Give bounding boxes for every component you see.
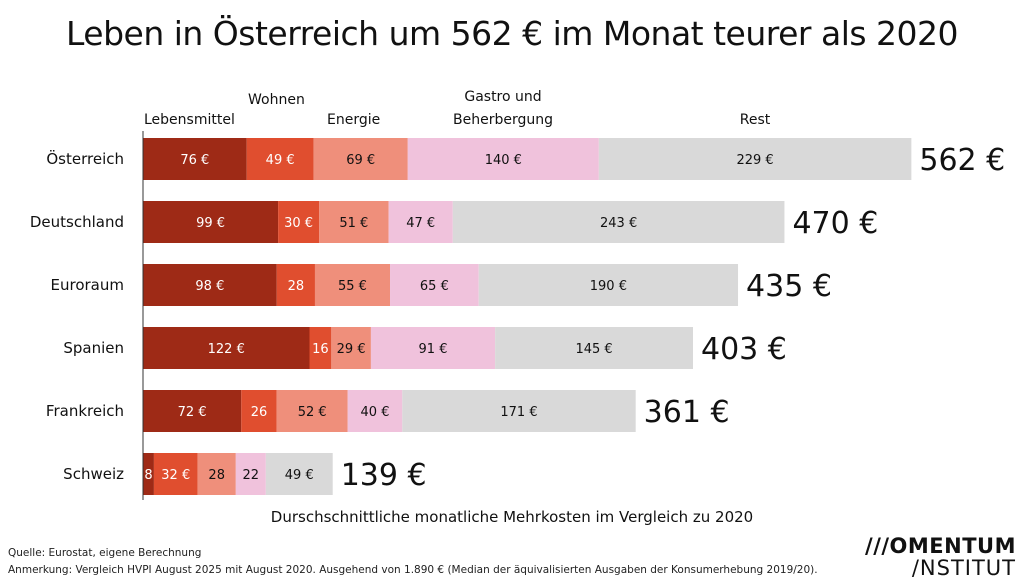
- segment-data-label: 76 €: [180, 153, 209, 168]
- row-label: Deutschland: [30, 213, 124, 231]
- bar-row: Österreich 76 € 49 € 69 € 140 € 229 € 562 €: [46, 138, 1005, 180]
- bar-segment: [370, 327, 496, 369]
- bar-segment: [478, 264, 739, 306]
- momentum-institut-logo: ///OMENTUM /NSTITUT: [865, 535, 1016, 579]
- segment-data-label: 229 €: [736, 153, 773, 168]
- segment-data-label: 145 €: [575, 342, 612, 357]
- bar-segment: [407, 138, 599, 180]
- bar-row: Schweiz 8 32 € 28 22 49 € 139 €: [63, 453, 427, 495]
- x-axis-label: Durschschnittliche monatliche Mehrkosten…: [270, 508, 754, 526]
- legend-label-rest: Rest: [740, 112, 771, 128]
- segment-data-label: 99 €: [196, 216, 225, 231]
- segment-data-label: 30 €: [284, 216, 313, 231]
- bar-segment: [452, 201, 785, 243]
- bar-segment: [276, 264, 315, 306]
- bar-segment: [197, 453, 236, 495]
- bar-segment: [598, 138, 912, 180]
- row-label: Österreich: [46, 149, 124, 168]
- bar-segment: [347, 390, 403, 432]
- row-label: Schweiz: [63, 465, 124, 483]
- bar-row: Spanien 122 € 16 29 € 91 € 145 € 403 €: [63, 327, 787, 369]
- bar-segment: [143, 138, 247, 180]
- segment-data-label: 51 €: [339, 216, 368, 231]
- bar-row: Frankreich 72 € 26 52 € 40 € 171 € 361 €: [46, 390, 730, 432]
- bar-segment: [153, 453, 198, 495]
- segment-data-label: 69 €: [346, 153, 375, 168]
- logo-line-2: /NSTITUT: [911, 556, 1016, 580]
- segment-data-label: 22: [243, 468, 260, 483]
- segment-data-label: 28: [288, 279, 305, 294]
- bar-segment: [265, 453, 333, 495]
- chart-title: Leben in Österreich um 562 € im Monat te…: [65, 14, 959, 53]
- legend-label-lebensmittel: Lebensmittel: [144, 112, 235, 128]
- bar-segment: [235, 453, 266, 495]
- bar-segment: [319, 201, 389, 243]
- bar-segment: [388, 201, 453, 243]
- bar-segment: [143, 201, 279, 243]
- segment-data-label: 52 €: [298, 405, 327, 420]
- segment-data-label: 190 €: [590, 279, 627, 294]
- legend-label-gastro-line1: Gastro und: [464, 89, 541, 105]
- bar-segment: [309, 327, 332, 369]
- segment-data-label: 26: [251, 405, 268, 420]
- bar-segment: [143, 390, 242, 432]
- bar-row: Deutschland 99 € 30 € 51 € 47 € 243 € 470 €: [30, 201, 878, 243]
- segment-data-label: 122 €: [208, 342, 245, 357]
- legend-label-gastro-line2: Beherbergung: [453, 112, 553, 128]
- row-label: Euroraum: [51, 276, 124, 294]
- source-note: Quelle: Eurostat, eigene Berechnung: [8, 547, 202, 559]
- segment-data-label: 32 €: [161, 468, 190, 483]
- row-label: Spanien: [63, 339, 124, 357]
- annotation-note: Anmerkung: Vergleich HVPI August 2025 mi…: [8, 564, 818, 576]
- segment-data-label: 49 €: [266, 153, 295, 168]
- total-label: 361 €: [644, 395, 730, 430]
- segment-data-label: 8: [144, 468, 152, 483]
- segment-data-label: 91 €: [419, 342, 448, 357]
- bar-segment: [314, 264, 391, 306]
- segment-data-label: 28: [208, 468, 225, 483]
- total-label: 435 €: [746, 269, 832, 304]
- bar-row: Euroraum 98 € 28 55 € 65 € 190 € 435 €: [51, 264, 832, 306]
- segment-data-label: 29 €: [337, 342, 366, 357]
- segment-data-label: 40 €: [361, 405, 390, 420]
- segment-data-label: 72 €: [178, 405, 207, 420]
- total-label: 139 €: [341, 458, 427, 493]
- segment-data-label: 171 €: [500, 405, 537, 420]
- category-labels: Lebensmittel Wohnen Energie Gastro und B…: [144, 89, 771, 128]
- bar-segment: [276, 390, 348, 432]
- bar-segment: [313, 138, 408, 180]
- segment-data-label: 140 €: [485, 153, 522, 168]
- total-label: 562 €: [919, 143, 1005, 178]
- bar-segment: [402, 390, 636, 432]
- segment-data-label: 243 €: [600, 216, 637, 231]
- bar-segment: [143, 327, 310, 369]
- legend-label-energie: Energie: [327, 112, 380, 128]
- legend-label-wohnen: Wohnen: [248, 92, 305, 108]
- segment-data-label: 65 €: [420, 279, 449, 294]
- bar-segment: [143, 453, 154, 495]
- total-label: 403 €: [701, 332, 787, 367]
- bar-segment: [241, 390, 277, 432]
- bar-segment: [278, 201, 320, 243]
- total-label: 470 €: [792, 206, 878, 241]
- logo-line-1: ///OMENTUM: [865, 534, 1016, 558]
- segment-data-label: 98 €: [195, 279, 224, 294]
- bar-segment: [495, 327, 694, 369]
- bar-segment: [143, 264, 277, 306]
- segment-data-label: 49 €: [285, 468, 314, 483]
- bars-group: Österreich 76 € 49 € 69 € 140 € 229 € 562 € Deu…: [30, 138, 1005, 495]
- segment-data-label: 47 €: [406, 216, 435, 231]
- row-label: Frankreich: [46, 402, 124, 420]
- bar-segment: [246, 138, 314, 180]
- bar-segment: [390, 264, 479, 306]
- segment-data-label: 55 €: [338, 279, 367, 294]
- bar-segment: [331, 327, 371, 369]
- segment-data-label: 16: [312, 342, 329, 357]
